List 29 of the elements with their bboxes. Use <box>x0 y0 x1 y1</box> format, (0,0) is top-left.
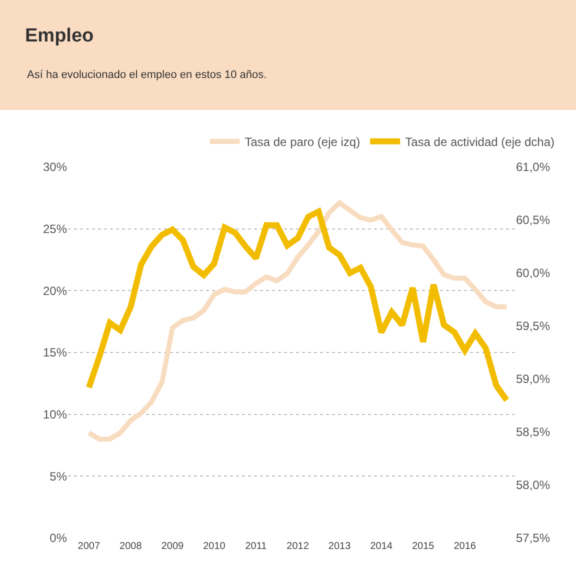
y2-tick-label: 61,0% <box>516 160 550 174</box>
x-tick-label: 2015 <box>412 541 435 552</box>
legend-label: Tasa de paro (eje izq) <box>244 135 360 150</box>
y2-tick-label: 60,5% <box>516 213 550 228</box>
y-tick-label: 25% <box>42 222 68 236</box>
y2-tick-label: 60,0% <box>516 266 550 280</box>
y-tick-label: 5% <box>50 469 68 484</box>
x-tick-label: 2008 <box>120 541 142 552</box>
x-tick-label: 2007 <box>78 541 100 552</box>
y2-tick-label: 59,0% <box>516 372 550 386</box>
y2-tick-label: 58,5% <box>516 425 550 440</box>
x-tick-label: 2013 <box>328 541 352 552</box>
chart-title: Empleo <box>25 26 94 47</box>
x-tick-label: 2014 <box>370 541 393 552</box>
y2-tick-label: 57,5% <box>516 531 550 546</box>
y-tick-label: 10% <box>42 408 68 422</box>
y2-tick-label: 58,0% <box>516 478 550 492</box>
y-tick-label: 20% <box>42 284 68 298</box>
x-tick-label: 2011 <box>245 541 268 552</box>
y-tick-label: 15% <box>42 346 68 360</box>
y2-tick-label: 59,5% <box>516 319 550 334</box>
y-tick-label: 0% <box>50 531 68 546</box>
x-tick-label: 2009 <box>161 541 184 552</box>
x-tick-label: 2016 <box>454 541 476 552</box>
x-tick-label: 2010 <box>203 541 226 552</box>
y-tick-label: 30% <box>42 160 68 174</box>
chart-subtitle: Así ha evolucionado el empleo en estos 10 años. <box>27 69 267 81</box>
x-tick-label: 2012 <box>286 541 310 552</box>
legend-label: Tasa de actividad (eje dcha) <box>405 135 555 150</box>
